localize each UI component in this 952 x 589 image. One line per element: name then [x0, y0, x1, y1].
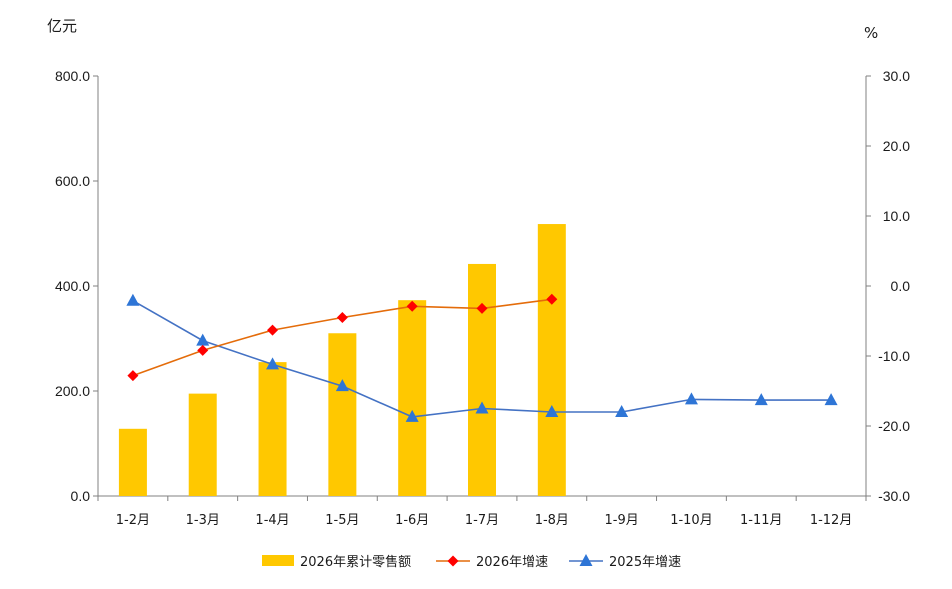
legend: 2026年累计零售额 2026年增速 2025年增速 [262, 554, 681, 570]
diamond-marker [267, 324, 279, 336]
category-label: 1-9月 [605, 513, 639, 528]
triangle-marker [615, 405, 629, 417]
bar-series [118, 224, 566, 497]
category-label: 1-11月 [740, 513, 783, 528]
triangle-marker [266, 357, 280, 370]
diamond-marker [447, 555, 459, 567]
right-tick-label: -10.0 [878, 348, 910, 364]
right-tick-label: 30.0 [883, 68, 910, 84]
bar [118, 428, 147, 496]
triangle-marker [196, 333, 210, 346]
triangle-marker [126, 293, 140, 306]
axes: 0.0 200.0 400.0 600.0 800.0 -30.0 -20.0 -10.0 0.… [55, 68, 910, 504]
right-tick-label: 0.0 [891, 278, 911, 294]
right-tick-label: 20.0 [883, 138, 910, 154]
right-tick-label: -20.0 [878, 418, 910, 434]
left-tick-label: 200.0 [55, 383, 90, 399]
category-label: 1-8月 [535, 513, 569, 528]
category-label: 1-7月 [465, 513, 499, 528]
right-tick-label: -30.0 [878, 488, 910, 504]
legend-label: 2026年增速 [476, 555, 548, 570]
triangle-marker [475, 401, 489, 414]
triangle-marker [335, 379, 349, 392]
bar [398, 300, 427, 496]
legend-swatch-bar [262, 555, 294, 566]
legend-label: 2026年累计零售额 [300, 554, 411, 570]
triangle-marker [405, 409, 419, 422]
category-label: 1-3月 [186, 513, 220, 528]
diamond-marker [336, 312, 348, 323]
left-axis-unit: 亿元 [47, 17, 77, 35]
bar [537, 224, 566, 497]
diamond-marker [197, 344, 209, 356]
triangle-marker [684, 392, 698, 405]
bar [258, 362, 287, 496]
diamond-marker [127, 370, 139, 382]
triangle-marker [824, 393, 838, 406]
triangle-marker [754, 393, 768, 406]
right-tick-label: 10.0 [883, 208, 910, 224]
category-label: 1-5月 [325, 513, 359, 528]
right-axis-unit: % [864, 24, 878, 42]
diamond-marker [476, 302, 488, 314]
legend-label: 2025年增速 [609, 555, 681, 570]
diamond-marker [546, 293, 558, 305]
category-label: 1-12月 [810, 513, 853, 528]
left-tick-label: 600.0 [55, 173, 90, 189]
category-labels: 1-2月 1-3月 1-4月 1-5月 1-6月 1-7月 1-8月 1-9月 1-10月 1-1… [116, 513, 853, 528]
diamond-marker [406, 300, 418, 312]
left-tick-label: 0.0 [71, 488, 91, 504]
triangle-marker [545, 405, 559, 417]
left-tick-label: 400.0 [55, 278, 90, 294]
triangle-marker [579, 554, 593, 566]
category-label: 1-4月 [255, 513, 289, 528]
line-series [126, 293, 838, 422]
category-label: 1-2月 [116, 513, 150, 528]
bar [188, 393, 217, 496]
category-label: 1-10月 [670, 513, 713, 528]
category-label: 1-6月 [395, 513, 429, 528]
bar [328, 333, 357, 496]
left-tick-label: 800.0 [55, 68, 90, 84]
bar [468, 263, 496, 496]
